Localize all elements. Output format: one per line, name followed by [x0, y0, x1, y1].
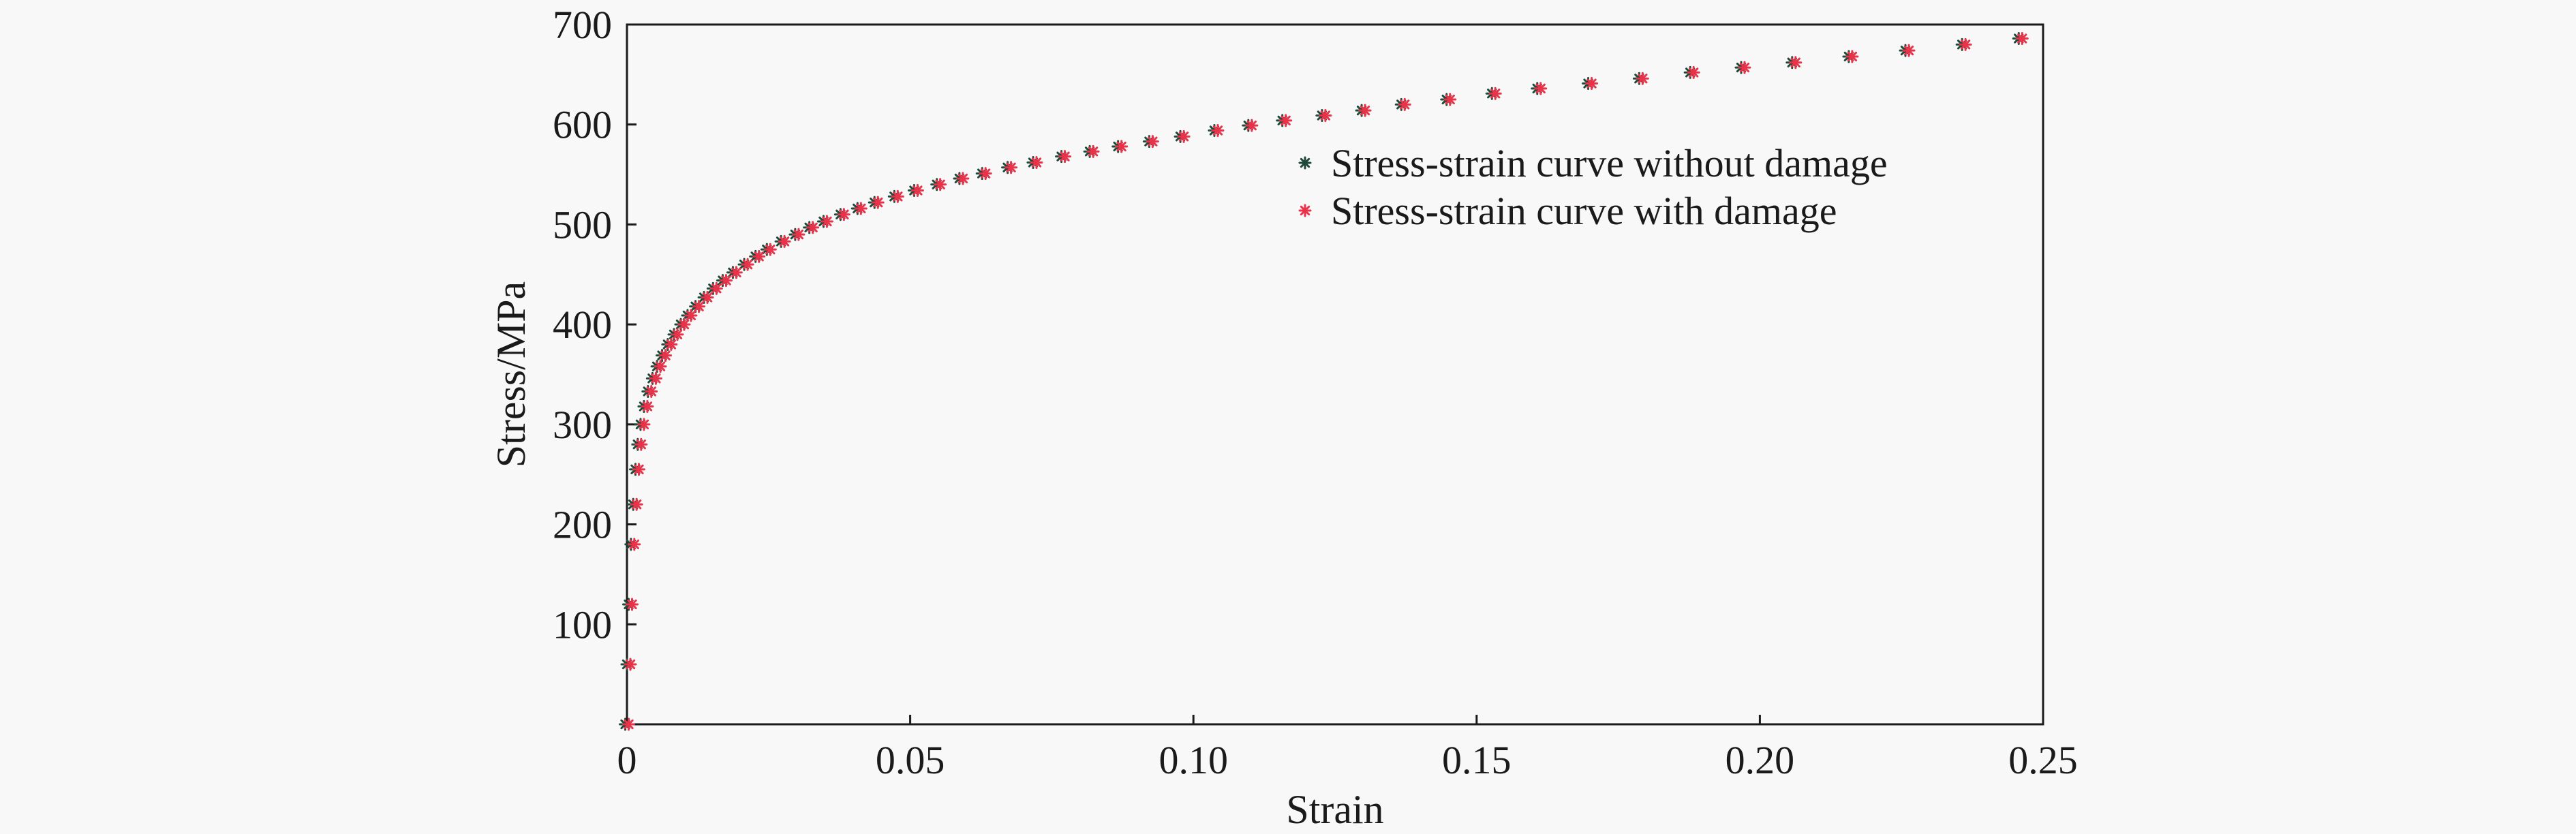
- x-axis-ticks: 0 0.05 0.10 0.15 0.20 0.25: [617, 715, 2078, 782]
- data-point: [1687, 65, 1700, 79]
- data-point: [1738, 61, 1751, 74]
- data-point: [2015, 32, 2029, 46]
- x-tick-label: 0: [617, 738, 637, 782]
- data-point: [1358, 104, 1372, 117]
- y-axis-ticks: 100 200 300 400 500 600 700: [553, 3, 637, 647]
- data-point: [632, 463, 645, 476]
- data-point: [677, 318, 691, 331]
- data-point: [910, 184, 924, 198]
- y-tick-label: 200: [553, 503, 612, 547]
- data-point: [628, 538, 641, 551]
- x-tick-label: 0.10: [1159, 738, 1228, 782]
- series-layer: [619, 32, 2029, 731]
- data-point: [837, 208, 850, 221]
- legend-item-with-damage: Stress-strain curve with damage: [1298, 189, 1837, 233]
- legend-marker-without-damage: [1298, 156, 1312, 170]
- legend-marker-symbol: [1298, 156, 1312, 170]
- data-point: [634, 437, 648, 451]
- data-point: [664, 337, 678, 351]
- x-tick-label: 0.25: [2008, 738, 2078, 782]
- data-point: [1959, 37, 1972, 51]
- data-point: [624, 658, 637, 671]
- data-point: [684, 309, 698, 322]
- data-point: [806, 221, 820, 234]
- data-point: [979, 167, 992, 181]
- data-point: [1211, 124, 1225, 138]
- data-point: [1319, 109, 1332, 123]
- x-tick-label: 0.05: [876, 738, 945, 782]
- data-point: [645, 384, 658, 398]
- data-point: [671, 328, 684, 341]
- legend: Stress-strain curve without damage Stres…: [1298, 141, 1888, 233]
- data-point: [820, 215, 833, 228]
- data-point: [622, 717, 635, 731]
- data-point: [891, 189, 904, 203]
- data-point: [641, 399, 654, 413]
- x-tick-label: 0.15: [1442, 738, 1512, 782]
- data-point: [692, 300, 706, 313]
- legend-marker-with-damage: [1298, 204, 1312, 217]
- data-point: [956, 172, 970, 185]
- data-point: [729, 266, 743, 279]
- data-point: [630, 497, 643, 511]
- data-point: [792, 228, 806, 241]
- data-point: [1005, 161, 1018, 174]
- data-point: [1488, 87, 1502, 100]
- data-point: [752, 249, 766, 263]
- data-point: [1177, 129, 1191, 143]
- data-point: [625, 598, 639, 611]
- data-point: [1636, 72, 1649, 85]
- data-point: [741, 258, 754, 271]
- y-tick-label: 100: [553, 602, 612, 647]
- legend-marker-symbol: [1298, 204, 1312, 217]
- y-tick-label: 400: [553, 303, 612, 347]
- data-point: [701, 291, 714, 305]
- data-point: [871, 196, 885, 209]
- data-point: [659, 349, 673, 362]
- data-point: [637, 418, 651, 431]
- data-point: [934, 178, 947, 191]
- data-point: [1789, 56, 1803, 70]
- series-with-damage: [622, 32, 2029, 731]
- data-point: [654, 360, 667, 373]
- data-point: [763, 243, 777, 256]
- data-point: [649, 371, 662, 385]
- data-point: [719, 274, 733, 288]
- data-point: [854, 202, 868, 215]
- y-tick-label: 500: [553, 202, 612, 247]
- data-point: [709, 281, 723, 295]
- legend-item-without-damage: Stress-strain curve without damage: [1298, 141, 1888, 185]
- plot-area: [626, 23, 2044, 726]
- data-point: [1279, 114, 1293, 127]
- data-point: [1902, 44, 1916, 57]
- data-point: [1086, 144, 1100, 158]
- data-point: [1443, 93, 1457, 106]
- legend-label-without-damage: Stress-strain curve without damage: [1331, 141, 1888, 185]
- data-point: [1058, 150, 1072, 164]
- data-point: [1398, 97, 1411, 111]
- data-point: [1146, 135, 1159, 149]
- data-point: [1245, 119, 1259, 132]
- y-axis-title: Stress/MPa: [489, 281, 534, 467]
- data-point: [1115, 140, 1129, 153]
- data-point: [778, 234, 791, 248]
- legend-label-with-damage: Stress-strain curve with damage: [1331, 189, 1837, 233]
- y-tick-label: 300: [553, 403, 612, 447]
- data-point: [1030, 155, 1043, 169]
- data-point: [1585, 77, 1599, 91]
- x-axis-title: Strain: [1286, 787, 1383, 832]
- data-point: [1845, 50, 1859, 63]
- x-tick-label: 0.20: [1726, 738, 1795, 782]
- y-tick-label: 700: [553, 3, 612, 47]
- data-point: [1534, 82, 1548, 95]
- y-tick-label: 600: [553, 103, 612, 147]
